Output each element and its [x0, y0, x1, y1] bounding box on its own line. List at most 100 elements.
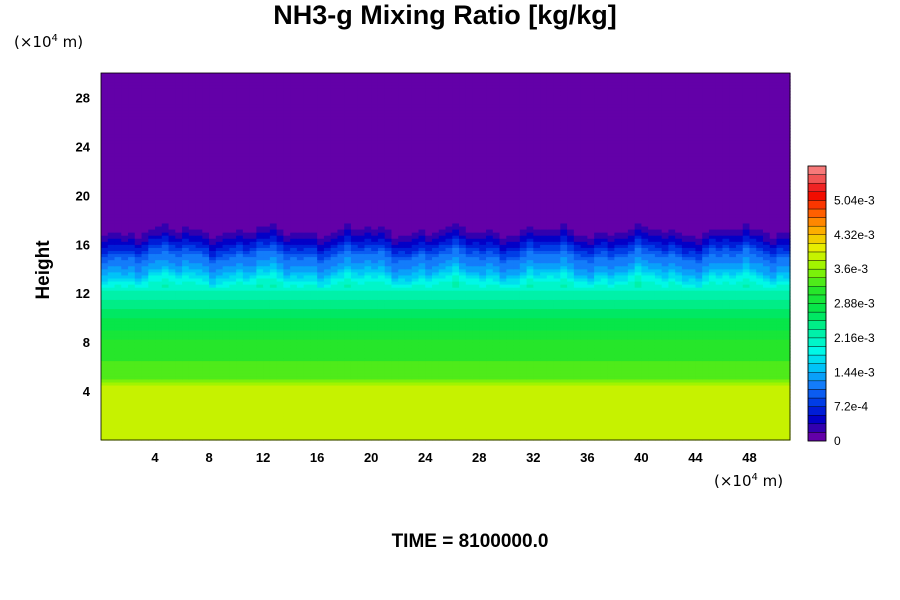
heatmap-cell — [465, 354, 474, 359]
heatmap-cell — [756, 381, 764, 386]
heatmap-cell — [742, 400, 751, 404]
heatmap-cell — [472, 339, 480, 343]
heatmap-cell — [756, 436, 764, 441]
heatmap-cell — [722, 339, 730, 343]
heatmap-cell — [675, 342, 683, 346]
heatmap-cell — [702, 363, 710, 368]
heatmap-cell — [431, 332, 440, 337]
heatmap-cell — [506, 329, 514, 334]
heatmap-cell — [742, 354, 751, 359]
heatmap-cell — [323, 308, 332, 313]
heatmap-cell — [350, 360, 359, 365]
heatmap-cell — [121, 317, 129, 322]
heatmap-cell — [229, 360, 237, 365]
heatmap-cell — [479, 409, 487, 414]
heatmap-cell — [783, 296, 791, 300]
heatmap-cell — [506, 308, 514, 313]
heatmap-cell — [242, 332, 251, 337]
heatmap-cell — [175, 345, 183, 349]
heatmap-cell — [303, 345, 311, 349]
heatmap-cell — [722, 302, 730, 307]
heatmap-cell — [249, 369, 257, 374]
heatmap-cell — [182, 363, 190, 368]
heatmap-cell — [182, 302, 190, 307]
heatmap-cell — [783, 360, 791, 365]
heatmap-cell — [459, 302, 467, 307]
heatmap-cell — [553, 302, 561, 307]
heatmap-cell — [101, 415, 109, 420]
heatmap-cell — [209, 363, 217, 368]
heatmap-cell — [600, 394, 609, 398]
heatmap-cell — [445, 418, 453, 423]
heatmap-cell — [202, 397, 210, 401]
heatmap-cell — [715, 305, 724, 310]
heatmap-cell — [594, 326, 602, 331]
heatmap-cell — [735, 323, 744, 328]
heatmap-cell — [587, 409, 595, 414]
heatmap-cell — [702, 433, 710, 438]
heatmap-cell — [350, 326, 359, 331]
heatmap-cell — [573, 400, 582, 404]
heatmap-cell — [202, 351, 210, 355]
heatmap-cell — [735, 345, 744, 349]
heatmap-cell — [729, 351, 737, 355]
heatmap-cell — [168, 345, 176, 349]
heatmap-cell — [371, 433, 379, 438]
heatmap-cell — [215, 314, 224, 319]
heatmap-cell — [371, 314, 379, 319]
heatmap-cell — [263, 384, 271, 389]
heatmap-cell — [404, 421, 413, 426]
heatmap-cell — [594, 430, 602, 435]
heatmap-cell — [411, 394, 420, 398]
heatmap-cell — [506, 424, 514, 429]
heatmap-cell — [762, 345, 771, 349]
heatmap-cell — [269, 329, 278, 334]
heatmap-cell — [249, 409, 257, 414]
heatmap-cell — [101, 391, 109, 395]
heatmap-cell — [411, 308, 420, 313]
heatmap-cell — [675, 381, 683, 386]
heatmap-cell — [486, 326, 494, 331]
heatmap-cell — [141, 424, 149, 429]
heatmap-cell — [337, 348, 345, 352]
heatmap-cell — [229, 305, 237, 310]
heatmap-cell — [465, 412, 474, 417]
heatmap-cell — [594, 400, 602, 404]
heatmap-cell — [735, 293, 744, 297]
heatmap-cell — [513, 378, 521, 383]
heatmap-cell — [614, 332, 622, 337]
heatmap-cell — [323, 345, 332, 349]
heatmap-cell — [465, 384, 474, 389]
heatmap-cell — [425, 427, 433, 432]
heatmap-cell — [317, 378, 325, 383]
heatmap-cell — [735, 366, 744, 371]
heatmap-cell — [580, 381, 588, 386]
heatmap-cell — [161, 332, 170, 337]
heatmap-cell — [296, 388, 305, 392]
heatmap-cell — [290, 296, 298, 300]
heatmap-cell — [452, 339, 460, 343]
heatmap-cell — [573, 409, 582, 414]
heatmap-cell — [695, 329, 703, 334]
heatmap-cell — [783, 391, 791, 395]
heatmap-cell — [641, 381, 649, 386]
heatmap-cell — [283, 293, 291, 297]
heatmap-cell — [702, 357, 710, 362]
heatmap-cell — [735, 418, 744, 423]
heatmap-cell — [182, 372, 190, 377]
heatmap-cell — [114, 394, 122, 398]
heatmap-cell — [330, 314, 339, 319]
heatmap-cell — [560, 345, 568, 349]
heatmap-cell — [681, 329, 690, 334]
heatmap-cell — [641, 406, 649, 411]
heatmap-cell — [296, 314, 305, 319]
heatmap-cell — [384, 354, 393, 359]
heatmap-cell — [533, 326, 541, 331]
heatmap-cell — [425, 357, 433, 362]
heatmap-cell — [621, 378, 629, 383]
heatmap-cell — [587, 381, 595, 386]
heatmap-cell — [722, 369, 730, 374]
heatmap-cell — [350, 290, 359, 294]
heatmap-cell — [614, 384, 622, 389]
heatmap-cell — [350, 421, 359, 426]
